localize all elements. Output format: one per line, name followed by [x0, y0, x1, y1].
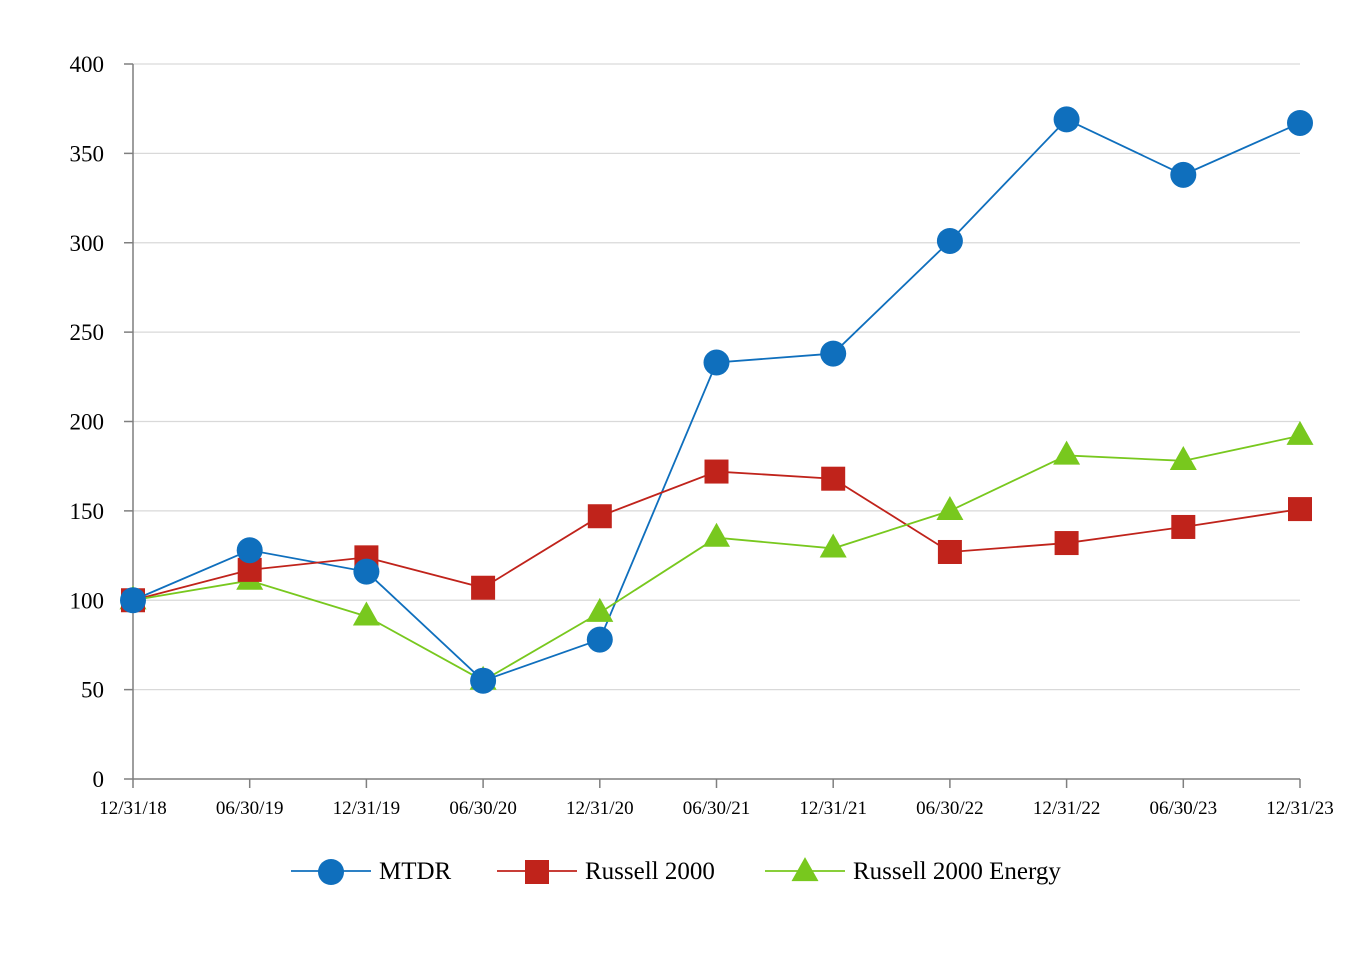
y-tick-label: 250 [70, 320, 105, 345]
data-point-russell-2000-energy [1053, 440, 1081, 465]
data-point-russell-2000-energy [586, 597, 614, 622]
legend-item-mtdr: MTDR [291, 858, 452, 885]
data-point-mtdr [703, 349, 730, 376]
x-tick-label: 06/30/19 [216, 798, 284, 819]
y-tick-label: 100 [70, 588, 105, 613]
x-tick-label: 12/31/18 [99, 798, 167, 819]
series-markers [119, 106, 1314, 694]
y-tick-label: 50 [81, 678, 104, 703]
data-point-russell-2000-energy [1286, 420, 1314, 445]
data-point-russell-2000-energy [352, 601, 380, 626]
data-point-russell-2000 [471, 575, 496, 600]
data-point-mtdr [1053, 106, 1080, 133]
data-point-mtdr [470, 667, 497, 694]
data-point-mtdr [936, 227, 963, 254]
series-line-mtdr [132, 118, 1301, 682]
data-point-russell-2000 [937, 539, 962, 564]
data-point-russell-2000-energy [936, 495, 964, 520]
legend-marker-triangle [791, 857, 819, 882]
data-point-russell-2000 [821, 466, 846, 491]
data-point-russell-2000-energy [703, 522, 730, 547]
data-point-russell-2000 [1171, 514, 1196, 539]
data-point-russell-2000 [587, 504, 612, 529]
data-point-russell-2000-energy [1169, 445, 1197, 470]
legend-item-russell-2000: Russell 2000 [497, 858, 715, 885]
y-axis-ticks: 0 50 100 150 200 250 300 350 400 [70, 52, 133, 792]
series-lines [132, 118, 1301, 682]
x-tick-label: 12/31/20 [566, 798, 634, 819]
data-point-mtdr [236, 537, 263, 564]
data-point-mtdr [1287, 109, 1313, 136]
gridlines [133, 63, 1300, 691]
x-tick-label: 12/31/19 [333, 798, 401, 819]
y-tick-label: 200 [70, 410, 105, 435]
y-tick-label: 0 [93, 767, 105, 792]
legend: MTDR Russell 2000 Russell 2000 Energy [291, 857, 1061, 885]
x-tick-label: 06/30/21 [683, 798, 751, 819]
data-point-mtdr [1170, 161, 1197, 188]
x-axis-ticks: 12/31/18 06/30/19 12/31/19 06/30/20 12/31/20… [99, 779, 1334, 819]
data-point-russell-2000 [1288, 497, 1312, 522]
legend-marker-circle [318, 859, 344, 885]
legend-label: Russell 2000 Energy [853, 858, 1061, 885]
y-tick-label: 350 [70, 141, 105, 166]
legend-marker-square [525, 860, 549, 884]
data-point-mtdr [120, 587, 146, 614]
y-tick-label: 400 [70, 52, 105, 77]
x-tick-label: 06/30/20 [449, 798, 517, 819]
x-tick-label: 06/30/23 [1150, 798, 1218, 819]
legend-label: Russell 2000 [585, 858, 715, 885]
data-point-mtdr [353, 558, 380, 585]
data-point-russell-2000 [1054, 531, 1079, 556]
data-point-russell-2000-energy [819, 533, 847, 558]
x-tick-label: 06/30/22 [916, 798, 984, 819]
data-point-mtdr [586, 626, 613, 653]
legend-item-russell-2000-energy: Russell 2000 Energy [765, 857, 1061, 885]
data-point-mtdr [820, 340, 847, 367]
x-tick-label: 12/31/21 [799, 798, 867, 819]
legend-label: MTDR [379, 858, 452, 885]
y-tick-label: 150 [70, 499, 105, 524]
y-tick-label: 300 [70, 231, 105, 256]
x-tick-label: 12/31/22 [1033, 798, 1101, 819]
x-tick-label: 12/31/23 [1266, 798, 1334, 819]
data-point-russell-2000 [704, 459, 729, 484]
